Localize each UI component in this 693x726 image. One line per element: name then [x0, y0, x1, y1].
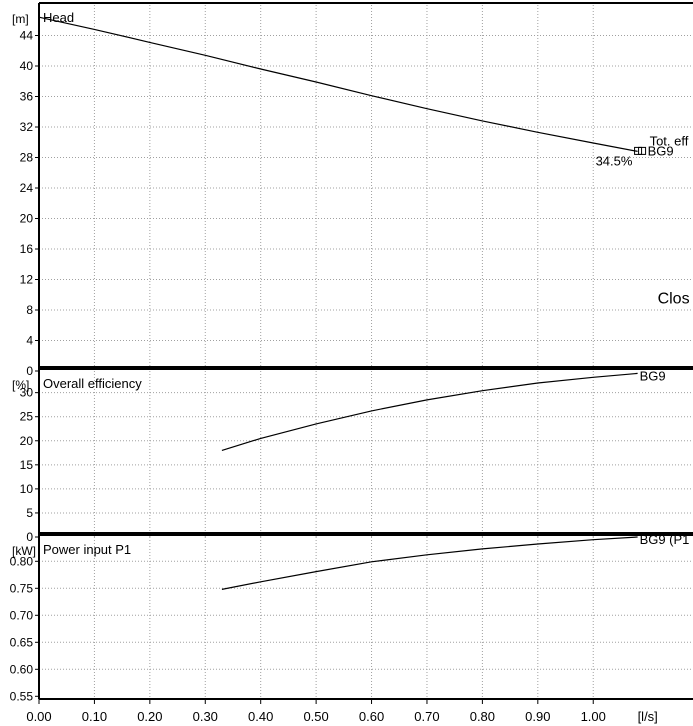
panel-title: Head [43, 10, 74, 25]
panel-2 [35, 532, 693, 699]
y-tick-label: 32 [20, 120, 34, 134]
y-tick-label: 0.80 [10, 554, 34, 568]
panel-title: Overall efficiency [43, 376, 142, 391]
x-tick-label: 0.30 [193, 709, 218, 724]
y-axis-label: [kW] [12, 544, 36, 558]
y-tick-label: 8 [26, 303, 33, 317]
y-tick-label: 0.60 [10, 662, 34, 676]
y-tick-label: 40 [20, 59, 34, 73]
y-tick-label: 24 [20, 181, 34, 195]
x-tick-label: 0.40 [248, 709, 273, 724]
y-axis-label: [%] [12, 378, 29, 392]
y-tick-label: 28 [20, 151, 34, 165]
x-tick-label: 1.00 [581, 709, 606, 724]
y-tick-label: 15 [20, 458, 34, 472]
y-tick-label: 25 [20, 410, 34, 424]
total-efficiency-label: Tot. eff [650, 133, 689, 148]
x-tick-label: 0.00 [26, 709, 51, 724]
y-tick-label: 12 [20, 273, 34, 287]
y-tick-label: 30 [20, 386, 34, 400]
y-tick-label: 4 [26, 334, 33, 348]
operating-point-marker [638, 146, 647, 155]
y-axis-label: [m] [12, 12, 29, 26]
y-tick-label: 16 [20, 242, 34, 256]
panel-1 [35, 366, 693, 538]
y-tick-label: 20 [20, 212, 34, 226]
series-line-0 [221, 372, 638, 451]
y-tick-label: 10 [20, 482, 34, 496]
x-tick-label: 0.60 [359, 709, 384, 724]
y-tick-label: 0.55 [10, 689, 34, 703]
x-tick-label: 0.70 [414, 709, 439, 724]
panel-0 [35, 2, 693, 372]
series-line-0 [38, 16, 638, 152]
efficiency-annotation: 34.5% [596, 153, 633, 168]
x-tick-label: 0.10 [82, 709, 107, 724]
x-tick-label: 0.90 [525, 709, 550, 724]
panel-title: Power input P1 [43, 542, 131, 557]
y-tick-label: 44 [20, 29, 34, 43]
y-tick-label: 0.65 [10, 635, 34, 649]
x-tick-label: 0.50 [303, 709, 328, 724]
x-axis-label: [l/s] [638, 709, 658, 724]
y-tick-label: 0.70 [10, 608, 34, 622]
series-label: BG9 (P1 [640, 532, 690, 547]
series-label: BG9 [648, 143, 674, 158]
closed-label: Clos [658, 291, 690, 308]
series-label: BG9 [640, 368, 666, 383]
y-tick-label: 0 [26, 364, 33, 378]
x-tick-label: 0.80 [470, 709, 495, 724]
y-tick-label: 0 [26, 530, 33, 544]
y-tick-label: 0.75 [10, 581, 34, 595]
y-tick-label: 20 [20, 434, 34, 448]
y-tick-label: 36 [20, 90, 34, 104]
y-tick-label: 5 [26, 506, 33, 520]
series-line-0 [221, 536, 638, 590]
x-tick-label: 0.20 [137, 709, 162, 724]
